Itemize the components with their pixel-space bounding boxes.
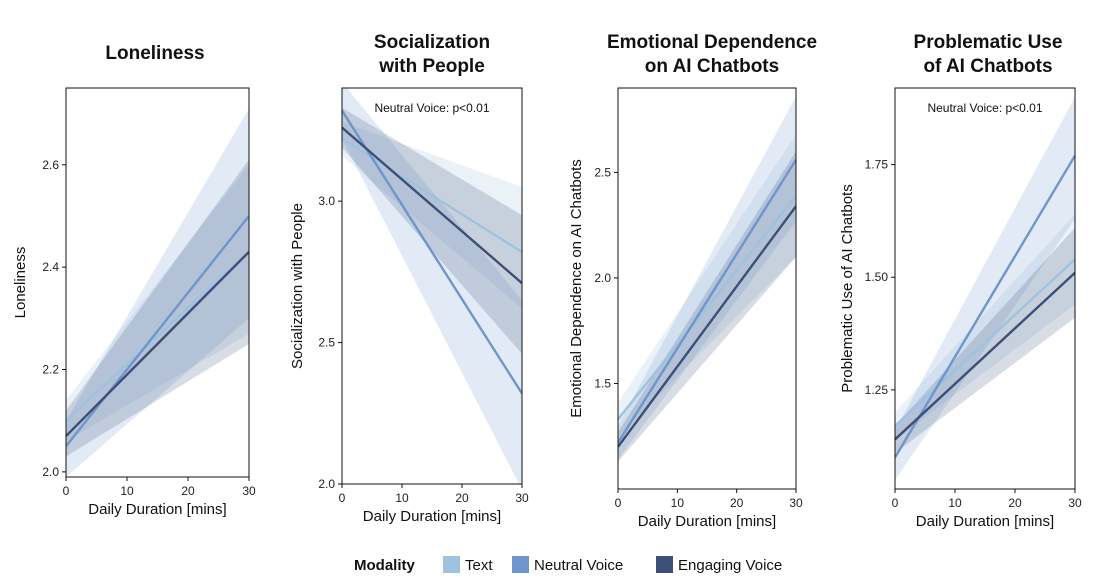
plot-area: [618, 88, 796, 489]
legend-title: Modality: [354, 557, 415, 574]
x-tick-label: 30: [789, 496, 803, 510]
plot-content: [66, 108, 249, 477]
y-tick-label: 2.6: [42, 158, 59, 172]
legend-item-engaging-voice: Engaging Voice: [656, 556, 782, 574]
x-axis-label: Daily Duration [mins]: [88, 501, 226, 518]
y-tick-label: 2.0: [594, 271, 611, 285]
x-tick-label: 20: [181, 484, 195, 498]
ci-band-engaging-voice: [342, 107, 522, 354]
x-tick-label: 30: [1068, 496, 1082, 510]
ci-band-neutral-voice: [342, 88, 522, 484]
x-axis-label: Daily Duration [mins]: [363, 508, 501, 525]
plot-content: [895, 97, 1075, 480]
plot-frame: [65, 87, 250, 478]
y-axis-label: Emotional Dependence on AI Chatbots: [568, 159, 585, 418]
legend-label: Neutral Voice: [534, 557, 623, 574]
y-axis-label: Loneliness: [12, 247, 29, 319]
x-tick-label: 10: [948, 496, 962, 510]
legend-swatch: [656, 556, 673, 573]
y-tick-label: 2.2: [42, 363, 59, 377]
plot-frame: [341, 87, 523, 485]
legend-label: Engaging Voice: [678, 557, 782, 574]
plot-frame: [617, 87, 797, 490]
x-axis-label: Daily Duration [mins]: [916, 513, 1054, 530]
series-line-engaging-voice: [66, 250, 249, 437]
series-line-neutral-voice: [342, 109, 522, 395]
significance-annotation: Neutral Voice: p<0.01: [374, 101, 489, 115]
series-line-neutral-voice: [618, 159, 796, 444]
y-tick-label: 3.0: [318, 194, 335, 208]
y-tick-label: 2.5: [594, 165, 611, 179]
panel-title: on AI Chatbots: [645, 56, 779, 77]
panel-title: Emotional Dependence: [607, 32, 817, 53]
y-tick-label: 1.5: [594, 376, 611, 390]
panel-title: Socialization: [374, 32, 490, 53]
x-tick-label: 20: [455, 491, 469, 505]
ci-band-neutral-voice: [618, 96, 796, 460]
y-tick-label: 2.0: [42, 465, 59, 479]
legend-item-text: Text: [443, 556, 493, 574]
series-line-text: [618, 194, 796, 421]
x-tick-label: 30: [515, 491, 529, 505]
series-line-text: [66, 250, 249, 422]
x-tick-label: 0: [615, 496, 622, 510]
y-tick-label: 1.50: [865, 270, 889, 284]
y-tick-label: 2.0: [318, 477, 335, 491]
y-tick-label: 2.5: [318, 336, 335, 350]
x-tick-label: 0: [339, 491, 346, 505]
significance-annotation: Neutral Voice: p<0.01: [927, 101, 1042, 115]
legend-item-neutral-voice: Neutral Voice: [512, 556, 623, 574]
x-tick-label: 0: [892, 496, 899, 510]
series-line-engaging-voice: [618, 205, 796, 448]
legend-swatch: [443, 556, 460, 573]
series-line-engaging-voice: [342, 126, 522, 285]
x-tick-label: 30: [242, 484, 256, 498]
legend-label: Text: [465, 557, 493, 574]
y-tick-label: 1.75: [865, 158, 889, 172]
x-tick-label: 10: [671, 496, 685, 510]
panel-title: Problematic Use: [914, 32, 1063, 53]
plot-frame: [894, 87, 1076, 490]
panel-1: Loneliness 2.0 2.2 2.4 2.6 0 10 20 30 Daily Durat…: [12, 43, 256, 518]
series-line-text: [895, 258, 1075, 427]
plot-content: [342, 88, 522, 484]
x-tick-label: 0: [63, 484, 70, 498]
panel-2: Socialization with People 2.0 2.5 3.0 0 10 20 30…: [289, 32, 529, 525]
x-tick-label: 10: [120, 484, 134, 498]
x-tick-label: 10: [395, 491, 409, 505]
plot-content: [618, 96, 796, 462]
series-line-neutral-voice: [895, 154, 1075, 459]
x-axis-label: Daily Duration [mins]: [638, 513, 776, 530]
legend: Modality Text Neutral Voice Engaging Voice: [354, 556, 782, 574]
ci-band-text: [66, 164, 249, 442]
panel-title: with People: [378, 56, 485, 77]
panel-title: of AI Chatbots: [923, 56, 1052, 77]
ci-band-neutral-voice: [66, 108, 249, 477]
panel-title: Loneliness: [105, 43, 204, 64]
y-axis-label: Problematic Use of AI Chatbots: [839, 184, 856, 392]
ci-band-engaging-voice: [66, 159, 249, 457]
y-tick-label: 2.4: [42, 260, 59, 274]
series-line-neutral-voice: [66, 215, 249, 448]
series-line-engaging-voice: [895, 271, 1075, 441]
panel-3: Emotional Dependence on AI Chatbots 1.5 2.0…: [568, 32, 817, 530]
x-tick-label: 20: [1008, 496, 1022, 510]
y-axis-label: Socialization with People: [289, 203, 306, 369]
legend-swatch: [512, 556, 529, 573]
panel-4: Problematic Use of AI Chatbots 1.25 1.50 1.7…: [839, 32, 1082, 530]
y-tick-label: 1.25: [865, 383, 889, 397]
ci-band-text: [618, 134, 796, 437]
x-tick-label: 20: [730, 496, 744, 510]
